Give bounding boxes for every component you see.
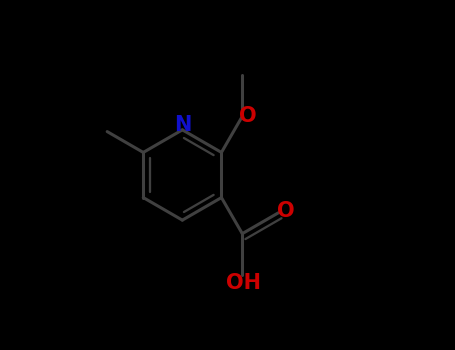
Text: OH: OH bbox=[226, 273, 261, 293]
Text: N: N bbox=[174, 115, 191, 135]
Text: O: O bbox=[239, 106, 256, 126]
Text: O: O bbox=[277, 201, 295, 221]
